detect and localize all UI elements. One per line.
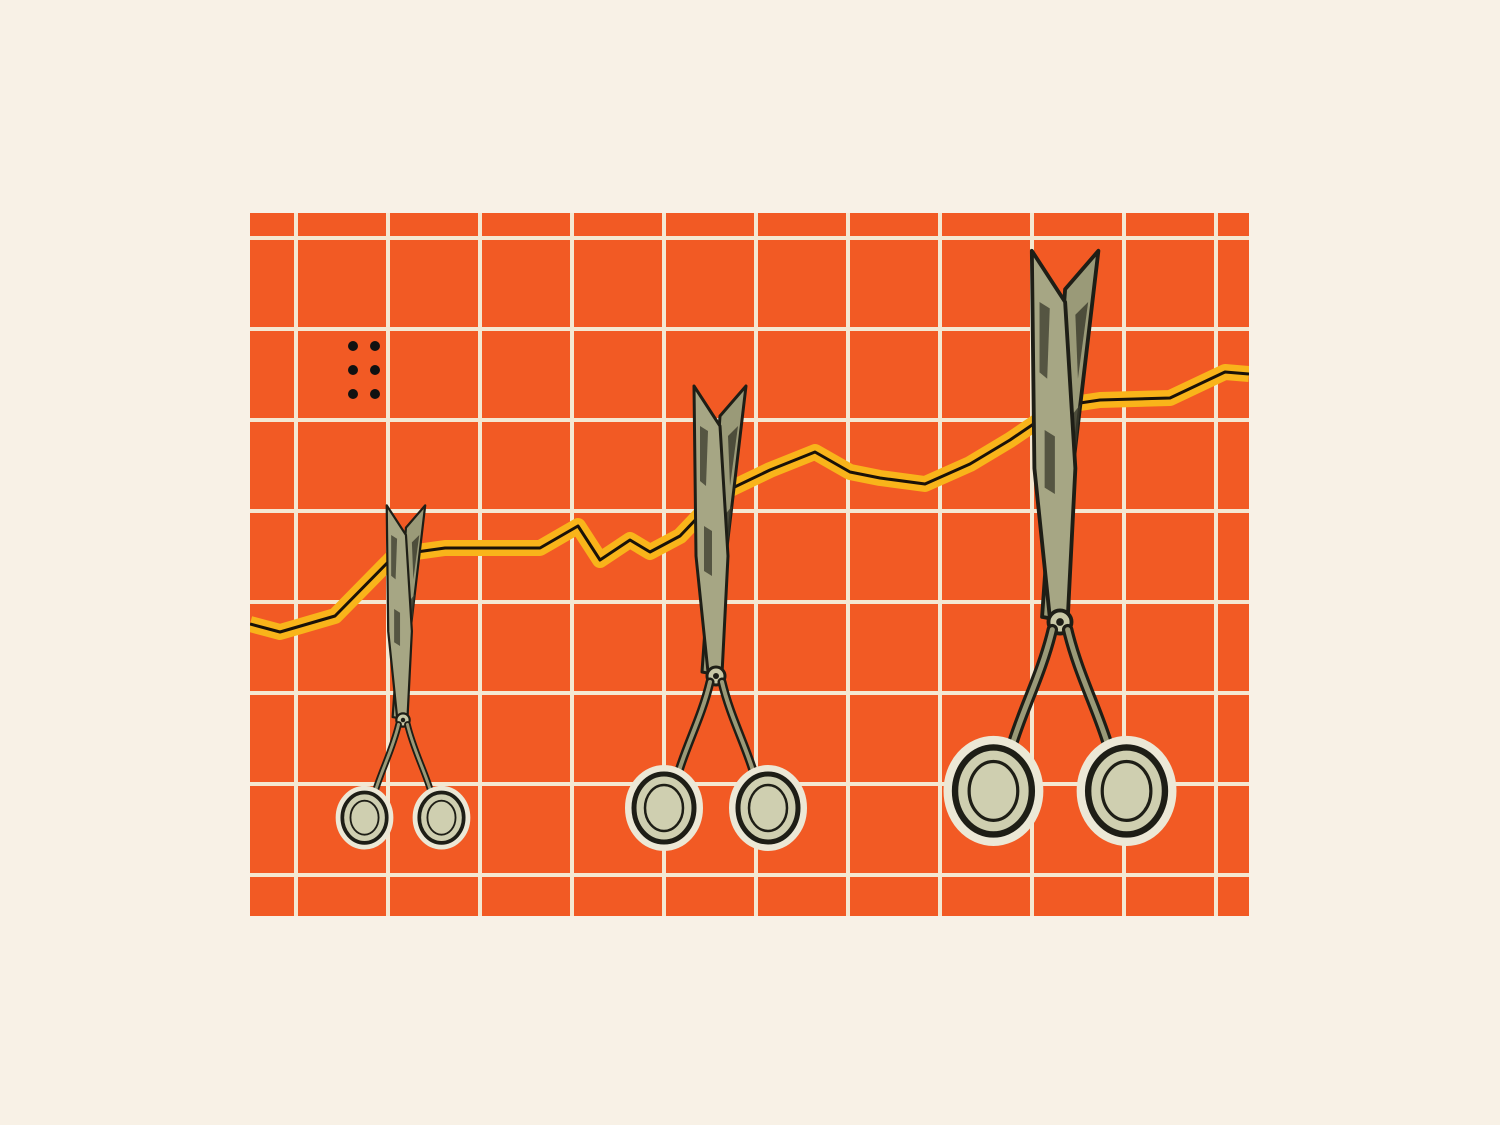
dot-grid-icon — [348, 341, 380, 399]
